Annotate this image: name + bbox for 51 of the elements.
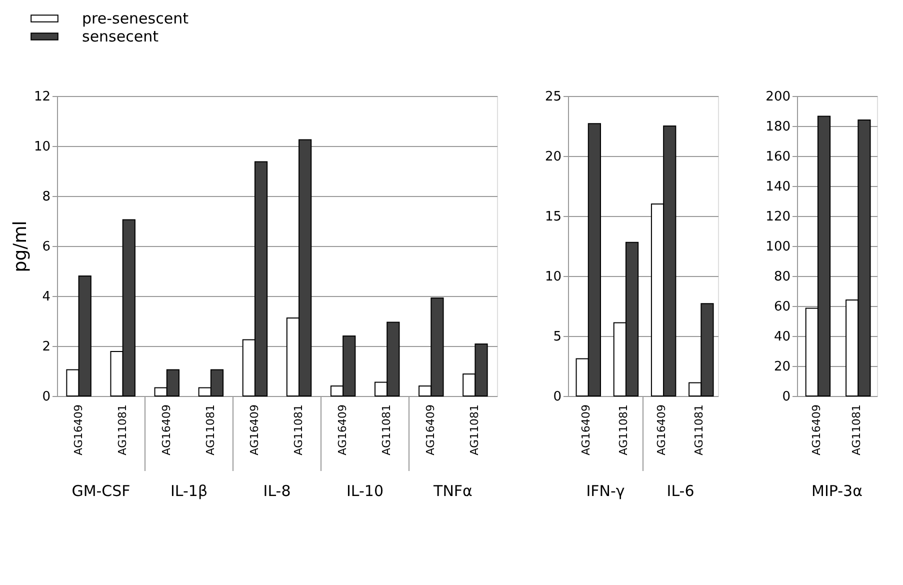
legend-label: sensecent bbox=[82, 28, 159, 46]
x-tick-label: AG11081 bbox=[292, 404, 306, 456]
y-tick-label: 80 bbox=[774, 270, 790, 284]
y-tick-label: 4 bbox=[42, 290, 50, 304]
y-tick-label: 10 bbox=[544, 270, 562, 284]
text: TNFα bbox=[432, 482, 473, 500]
x-tick-label: AG16409 bbox=[810, 404, 823, 456]
x-tick-label: AG11081 bbox=[692, 404, 706, 456]
y-tick-label: 6 bbox=[42, 240, 50, 254]
x-tick-label: AG11081 bbox=[850, 404, 864, 456]
y-tick-label: 25 bbox=[544, 90, 562, 104]
x-tick-label: AG11081 bbox=[116, 404, 129, 456]
y-tick-label: 180 bbox=[766, 120, 790, 134]
y-tick-label: 120 bbox=[766, 210, 790, 224]
x-tick-label: AG11081 bbox=[204, 404, 217, 456]
y-tick-label: 40 bbox=[774, 330, 790, 344]
text: MIP-3α bbox=[812, 482, 863, 500]
y-tick-label: 12 bbox=[34, 90, 50, 104]
y-tick-label: 2 bbox=[42, 340, 50, 354]
y-tick-label: 100 bbox=[766, 240, 790, 254]
legend-label: pre-senescent bbox=[82, 10, 189, 28]
text: GM-CSF bbox=[72, 482, 130, 500]
x-tick-label: AG16409 bbox=[654, 404, 668, 456]
y-axis-title: pg/ml bbox=[10, 220, 31, 272]
y-tick-label: 140 bbox=[766, 180, 790, 194]
text: IL-8 bbox=[263, 482, 291, 500]
y-tick-label: 200 bbox=[766, 90, 790, 104]
x-tick-label: AG16409 bbox=[248, 404, 261, 456]
text: IFN-γ bbox=[586, 482, 625, 500]
x-tick-label: AG11081 bbox=[617, 404, 630, 456]
y-tick-label: 0 bbox=[782, 390, 790, 404]
y-tick-label: 20 bbox=[544, 150, 562, 164]
x-tick-label: AG16409 bbox=[580, 404, 593, 456]
y-tick-label: 15 bbox=[544, 210, 562, 224]
x-tick-label: AG16409 bbox=[72, 404, 85, 456]
y-tick-label: 160 bbox=[766, 150, 790, 164]
x-tick-label: AG16409 bbox=[424, 404, 438, 456]
y-tick-label: 8 bbox=[42, 190, 50, 204]
y-tick-label: 60 bbox=[774, 300, 790, 314]
x-tick-label: AG11081 bbox=[468, 404, 482, 456]
x-tick-label: AG16409 bbox=[336, 404, 350, 456]
text: IL-6 bbox=[666, 482, 694, 500]
y-tick-label: 0 bbox=[42, 390, 50, 404]
x-tick-label: AG16409 bbox=[160, 404, 173, 456]
y-tick-label: 0 bbox=[553, 390, 562, 404]
text: IL-10 bbox=[346, 482, 384, 500]
x-tick-label: AG11081 bbox=[380, 404, 394, 456]
y-tick-label: 10 bbox=[34, 140, 50, 154]
y-tick-label: 5 bbox=[553, 330, 562, 344]
y-tick-label: 20 bbox=[774, 360, 790, 374]
text: IL-1β bbox=[170, 482, 208, 500]
